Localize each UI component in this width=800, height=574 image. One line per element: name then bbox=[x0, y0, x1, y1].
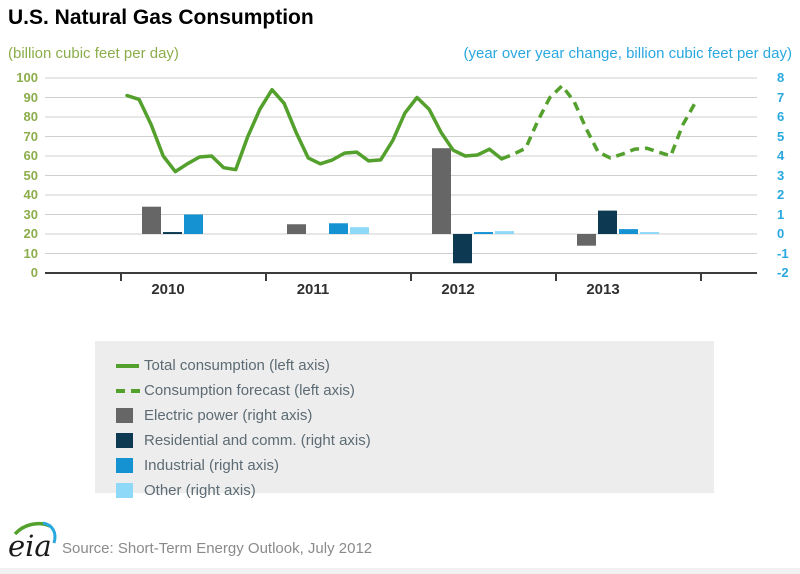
bar-0-0 bbox=[142, 206, 161, 234]
bar-3-3 bbox=[640, 232, 659, 234]
y-axis-label-left: 50 bbox=[23, 167, 38, 183]
legend-label: Residential and comm. (right axis) bbox=[144, 432, 371, 449]
x-axis-label-2011: 2011 bbox=[296, 281, 330, 298]
y-axis-label-right: 2 bbox=[777, 187, 785, 202]
legend-swatch-other-icon bbox=[116, 483, 144, 498]
legend-item-residential-comm: Residential and comm. (right axis) bbox=[116, 428, 714, 453]
legend-swatch-electric-power-icon bbox=[116, 408, 144, 423]
y-axis-label-right: 4 bbox=[777, 148, 785, 163]
bar-2-1 bbox=[329, 223, 348, 234]
bottom-divider bbox=[0, 568, 800, 574]
legend-item-electric-power: Electric power (right axis) bbox=[116, 403, 714, 428]
y-axis-label-left: 100 bbox=[16, 70, 38, 85]
logo-text: eia bbox=[8, 529, 52, 562]
legend: Total consumption (left axis) Consumption… bbox=[95, 341, 714, 499]
y-axis-label-left: 0 bbox=[30, 265, 38, 280]
legend-item-consumption-forecast: Consumption forecast (left axis) bbox=[116, 378, 714, 403]
bar-2-0 bbox=[184, 214, 203, 234]
bar-3-1 bbox=[350, 227, 369, 234]
y-axis-label-left: 60 bbox=[23, 148, 38, 163]
y-axis-label-right: 8 bbox=[777, 70, 785, 85]
left-axis-title: (billion cubic feet per day) bbox=[8, 45, 179, 62]
x-axis-label-2012: 2012 bbox=[441, 281, 475, 298]
y-axis-label-right: 5 bbox=[777, 128, 785, 144]
bar-3-2 bbox=[495, 231, 514, 234]
bar-0-3 bbox=[577, 234, 596, 246]
total-consumption-line bbox=[125, 87, 504, 174]
bar-0-2 bbox=[432, 148, 451, 234]
y-axis-label-left: 70 bbox=[23, 128, 38, 144]
y-axis-label-left: 80 bbox=[23, 109, 38, 124]
y-axis-label-right: 3 bbox=[777, 167, 785, 183]
legend-label: Total consumption (left axis) bbox=[144, 357, 330, 374]
logo-blue-swoosh bbox=[42, 521, 57, 544]
bar-2-3 bbox=[619, 229, 638, 234]
y-axis-label-left: 30 bbox=[23, 206, 38, 222]
y-axis-label-right: 6 bbox=[777, 109, 785, 124]
chart-title: U.S. Natural Gas Consumption bbox=[8, 6, 314, 29]
eia-logo: eia bbox=[8, 521, 57, 562]
consumption-forecast-line bbox=[500, 84, 697, 161]
legend-swatch-residential-comm-icon bbox=[116, 433, 144, 448]
legend-swatch-total-consumption-icon bbox=[116, 363, 144, 368]
legend-label: Consumption forecast (left axis) bbox=[144, 382, 355, 399]
source-text: Source: Short-Term Energy Outlook, July … bbox=[62, 540, 373, 557]
legend-item-total-consumption: Total consumption (left axis) bbox=[116, 353, 714, 378]
legend-item-industrial: Industrial (right axis) bbox=[116, 453, 714, 478]
y-axis-label-left: 20 bbox=[23, 226, 38, 241]
y-axis-label-left: 10 bbox=[23, 245, 38, 261]
bar-1-0 bbox=[163, 232, 182, 234]
legend-swatch-industrial-icon bbox=[116, 458, 144, 473]
legend-swatch-consumption-forecast-icon bbox=[116, 388, 144, 393]
legend-label: Electric power (right axis) bbox=[144, 407, 313, 424]
y-axis-label-right: -2 bbox=[777, 265, 789, 280]
y-axis-label-right: -1 bbox=[777, 245, 789, 261]
x-axis-label-2013: 2013 bbox=[586, 281, 620, 298]
legend-label: Other (right axis) bbox=[144, 482, 256, 499]
legend-label: Industrial (right axis) bbox=[144, 457, 280, 474]
legend-item-other: Other (right axis) bbox=[116, 478, 714, 503]
bar-1-3 bbox=[598, 210, 617, 234]
y-axis-label-right: 1 bbox=[777, 206, 785, 222]
bar-1-2 bbox=[453, 234, 472, 264]
bar-0-1 bbox=[287, 224, 306, 234]
right-axis-title: (year over year change, billion cubic fe… bbox=[463, 45, 792, 62]
y-axis-label-right: 0 bbox=[777, 226, 785, 241]
bar-2-2 bbox=[474, 232, 493, 234]
y-axis-label-left: 90 bbox=[23, 89, 38, 105]
x-axis-label-2010: 2010 bbox=[151, 281, 185, 298]
y-axis-label-left: 40 bbox=[23, 187, 38, 202]
y-axis-label-right: 7 bbox=[777, 89, 785, 105]
